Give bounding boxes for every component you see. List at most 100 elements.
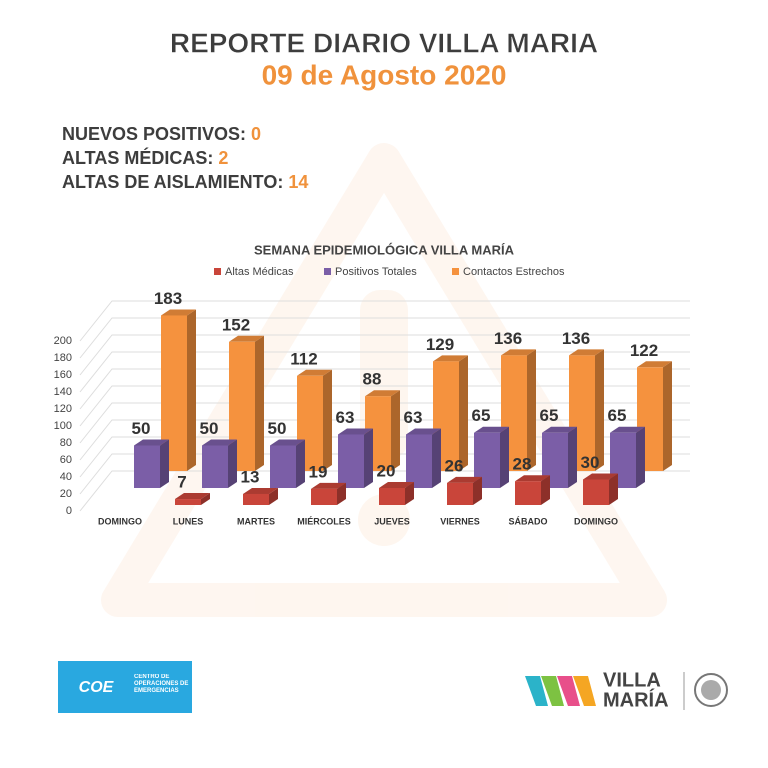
value-label: 30 [581, 453, 600, 472]
bar-top [311, 482, 346, 489]
bar-side [255, 335, 264, 471]
bar [583, 479, 609, 505]
value-label: 50 [200, 419, 219, 438]
legend-swatch [452, 268, 459, 275]
y-tick-label: 200 [54, 335, 72, 347]
stat-line: ALTAS DE AISLAMIENTO: 14 [62, 172, 308, 192]
villa-maria-logo [525, 672, 728, 710]
value-label: 63 [404, 408, 423, 427]
bar-top [297, 369, 332, 376]
brand-line-2: MARÍA [603, 688, 669, 711]
y-tick-label: 160 [54, 369, 72, 381]
brand-line-1: VILLA [603, 669, 661, 691]
bar-side [459, 355, 468, 471]
legend-label: Positivos Totales [335, 266, 417, 278]
legend-label: Altas Médicas [225, 266, 294, 278]
bar [515, 481, 541, 505]
bar-top [501, 349, 536, 356]
bar-top [406, 428, 441, 435]
coe-name-box: CENTRO DE OPERACIONES DE EMERGENCIAS [134, 674, 189, 694]
stat-value: 0 [251, 124, 261, 144]
bar-side [663, 361, 672, 471]
y-tick-label: 100 [54, 420, 72, 432]
grid-line [79, 334, 690, 376]
stat-value: 2 [218, 148, 228, 168]
bar [243, 493, 269, 505]
bar-side [391, 390, 400, 471]
value-label: 50 [132, 419, 151, 438]
bar-side [296, 439, 305, 488]
bar-top [338, 428, 373, 435]
bar-side [337, 482, 346, 505]
bar-top [447, 476, 482, 483]
value-label: 19 [309, 462, 328, 481]
value-label: 129 [426, 335, 454, 354]
title: REPORTE DIARIO VILLA MARIA [170, 27, 598, 58]
bar-top [637, 361, 672, 368]
bar-side [609, 473, 618, 505]
grid-line [79, 368, 690, 410]
bar-top [542, 426, 577, 433]
stats: NUEVOS POSITIVOS: 0 ALTAS MÉDICAS: 2 ALTAS D… [62, 124, 308, 192]
y-tick-label: 180 [54, 352, 72, 364]
value-label: 88 [363, 370, 382, 389]
bar-top [229, 335, 264, 342]
bar-side [405, 482, 414, 505]
coe-text: COE [79, 679, 115, 696]
x-tick-label: LUNES [173, 516, 204, 526]
bar-side [473, 476, 482, 505]
stat-label: ALTAS DE AISLAMIENTO: [62, 172, 283, 192]
value-label: 183 [154, 289, 182, 308]
bar-side [527, 349, 536, 471]
value-label: 28 [513, 455, 532, 474]
bar-side [568, 426, 577, 488]
stat-label: ALTAS MÉDICAS: [62, 147, 213, 168]
bar-top [583, 473, 618, 480]
coe-logo [58, 661, 192, 713]
value-label: 122 [630, 341, 658, 360]
bar [134, 445, 160, 488]
x-tick-label: DOMINGO [574, 516, 618, 526]
x-tick-label: DOMINGO [98, 516, 142, 526]
value-label: 13 [241, 467, 260, 486]
bar-top [202, 439, 237, 446]
bar-top [175, 493, 210, 500]
bar [379, 488, 405, 505]
chart-title: SEMANA EPIDEMIOLÓGICA VILLA MARÍA [254, 242, 515, 257]
x-tick-label: MARTES [237, 516, 275, 526]
bar-top [474, 426, 509, 433]
x-tick-label: VIERNES [440, 516, 480, 526]
bar-top [161, 309, 196, 316]
value-label: 63 [336, 408, 355, 427]
value-label: 136 [494, 329, 522, 348]
chart: 0 20 40 60 80 100 120 140 160 180 200 183 152 112 88 12… [54, 289, 690, 526]
stat-value: 14 [288, 172, 308, 192]
x-tick-label: JUEVES [374, 516, 410, 526]
bar [202, 445, 228, 488]
bar-side [228, 439, 237, 488]
bar-side [323, 369, 332, 471]
grid-line [79, 351, 690, 393]
bar [175, 499, 201, 505]
grid-line [79, 317, 690, 359]
y-tick-label: 120 [54, 403, 72, 415]
coe-name: CENTRO DE OPERACIONES DE EMERGENCIAS [134, 674, 189, 694]
bar [311, 488, 337, 505]
y-tick-label: 20 [60, 488, 72, 500]
bar-side [201, 493, 210, 505]
legend-label: Contactos Estrechos [463, 266, 565, 278]
value-label: 50 [268, 419, 287, 438]
y-tick-label: 40 [60, 471, 72, 483]
bar-top [433, 355, 468, 362]
bar-side [160, 439, 169, 488]
bar [338, 434, 364, 488]
value-label: 112 [290, 349, 317, 368]
grid-line [79, 300, 690, 342]
value-label: 136 [562, 329, 590, 348]
bar-side [636, 426, 645, 488]
stat-line: ALTAS MÉDICAS: 2 [62, 147, 228, 168]
bar-side [595, 349, 604, 471]
bar-top [270, 439, 305, 446]
